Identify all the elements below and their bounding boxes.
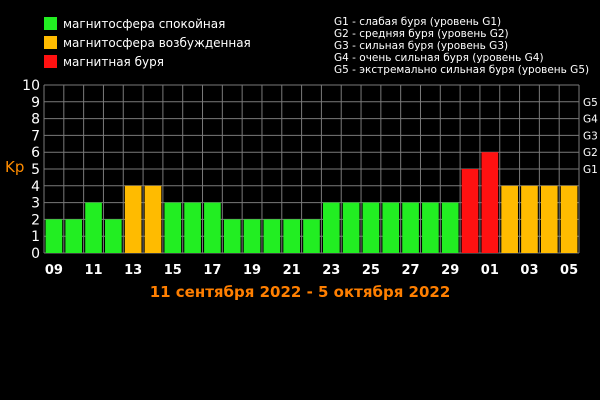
y-tick-label: 7 (31, 128, 40, 144)
g-level-label: G2 (583, 147, 598, 159)
kp-bar-26 (382, 202, 400, 253)
x-tick-label: 23 (322, 263, 340, 278)
kp-bar-29 (441, 202, 459, 253)
y-tick-label: 3 (31, 196, 40, 212)
kp-bar-01 (481, 152, 499, 253)
g-level-label: G1 (583, 164, 598, 176)
x-tick-label: 27 (402, 263, 420, 278)
g-scale-entry: G3 - сильная буря (уровень G3) (334, 40, 508, 52)
g-scale-entry: G1 - слабая буря (уровень G1) (334, 16, 501, 28)
g-level-label: G3 (583, 130, 598, 142)
g-scale-entry: G5 - экстремально сильная буря (уровень … (334, 64, 589, 76)
kp-bar-04 (540, 185, 558, 253)
x-tick-label: 03 (520, 263, 538, 278)
legend-swatch (44, 17, 57, 30)
g-scale-entry: G4 - очень сильная буря (уровень G4) (334, 52, 544, 64)
y-tick-label: 10 (22, 78, 40, 94)
chart-grid (43, 84, 580, 254)
kp-bar-15 (164, 202, 182, 253)
kp-bar-23 (322, 202, 340, 253)
kp-bar-05 (560, 185, 578, 253)
kp-bar-17 (204, 202, 221, 253)
x-tick-label: 25 (362, 263, 380, 278)
kp-bar-24 (342, 202, 360, 253)
x-tick-label: 29 (441, 263, 459, 278)
g-scale-entry: G2 - средняя буря (уровень G2) (334, 28, 509, 40)
x-tick-label: 19 (243, 263, 261, 278)
x-tick-label: 13 (124, 263, 142, 278)
kp-bar-21 (283, 219, 301, 253)
kp-bar-19 (243, 219, 261, 253)
kp-bar-09 (45, 219, 63, 253)
kp-bar-30 (461, 169, 479, 253)
y-tick-label: 2 (31, 212, 40, 228)
y-axis-title: Kp (5, 158, 24, 176)
kp-bar-10 (65, 219, 83, 253)
kp-bar-27 (402, 202, 419, 253)
date-range-label: 11 сентября 2022 - 5 октября 2022 (150, 283, 451, 301)
legend-label: магнитосфера спокойная (63, 17, 225, 31)
legend-label: магнитосфера возбужденная (63, 36, 251, 50)
kp-bar-20 (263, 219, 281, 253)
kp-bar-25 (362, 202, 380, 253)
kp-bar-14 (144, 185, 162, 253)
x-axis-ticks: 09 11 13 15 17 19 21 23 25 27 29 01 03 05 (45, 263, 578, 278)
kp-bars (45, 152, 578, 253)
y-tick-label: 5 (31, 162, 40, 178)
legend-swatch (44, 36, 57, 49)
kp-bar-16 (184, 202, 201, 253)
x-tick-label: 15 (164, 263, 182, 278)
kp-bar-11 (85, 202, 102, 253)
kp-bar-18 (223, 219, 241, 253)
kp-bar-03 (521, 185, 538, 253)
y-tick-label: 4 (31, 179, 40, 195)
x-tick-label: 09 (45, 263, 63, 278)
x-tick-label: 17 (203, 263, 221, 278)
kp-bar-22 (303, 219, 320, 253)
y-tick-label: 1 (31, 229, 40, 245)
legend-label: магнитная буря (63, 55, 164, 69)
x-tick-label: 11 (84, 263, 102, 278)
g-level-label: G5 (583, 97, 598, 109)
status-legend: магнитосфера спокойная магнитосфера возбу… (44, 17, 251, 69)
kp-bar-28 (422, 202, 439, 253)
y-tick-label: 9 (31, 95, 40, 111)
x-tick-label: 21 (283, 263, 301, 278)
y-tick-label: 6 (31, 145, 40, 161)
kp-bar-12 (105, 219, 122, 253)
g-level-ticks: G1 G2 G3 G4 G5 (583, 97, 598, 176)
g-scale-legend: G1 - слабая буря (уровень G1)G2 - средня… (334, 16, 589, 76)
legend-swatch (44, 55, 57, 68)
x-tick-label: 05 (560, 263, 578, 278)
y-tick-label: 8 (31, 112, 40, 128)
y-tick-label: 0 (31, 246, 40, 262)
g-level-label: G4 (583, 114, 598, 126)
x-tick-label: 01 (481, 263, 499, 278)
kp-bar-13 (124, 185, 142, 253)
kp-bar-02 (501, 185, 518, 253)
